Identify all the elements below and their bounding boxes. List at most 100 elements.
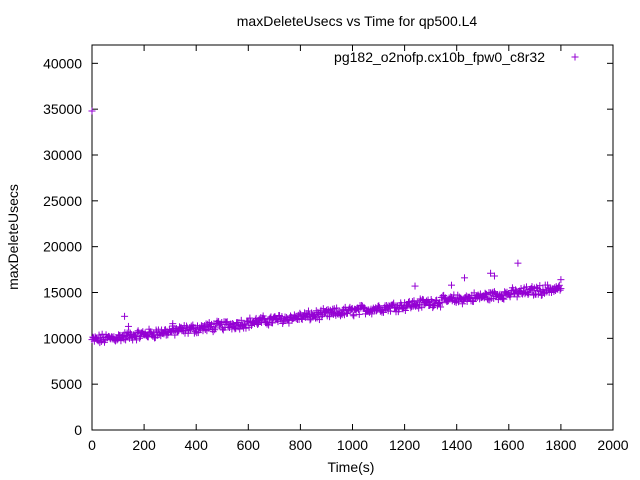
data-point [460, 297, 468, 305]
data-point [430, 301, 438, 309]
data-point [133, 336, 141, 344]
plot-area-frame [91, 44, 614, 431]
legend-label: pg182_o2nofp.cx10b_fpw0_c8r32 [334, 49, 545, 65]
data-point [375, 302, 383, 310]
data-point [177, 323, 185, 331]
data-point [251, 316, 259, 324]
data-point [349, 311, 357, 319]
data-point [114, 335, 122, 343]
data-point [130, 332, 138, 340]
data-point [201, 322, 209, 330]
data-point [517, 284, 525, 292]
data-point [333, 304, 341, 312]
data-point [310, 311, 318, 319]
data-point [326, 313, 334, 321]
data-point [201, 326, 209, 334]
data-point [184, 329, 192, 337]
data-point [328, 309, 336, 317]
data-point-outlier [88, 107, 96, 115]
data-point [113, 336, 121, 344]
y-tick-label: 0 [74, 422, 82, 438]
y-tick-label: 10000 [43, 330, 82, 346]
data-point [211, 326, 219, 334]
data-point [486, 296, 494, 304]
data-point [126, 329, 134, 337]
data-point [117, 337, 125, 345]
data-point-outlier [124, 322, 132, 330]
data-point [456, 294, 464, 302]
x-tick-label: 800 [289, 437, 313, 453]
data-point [387, 307, 395, 315]
data-point [536, 282, 544, 290]
data-point [120, 335, 128, 343]
data-point-outlier [487, 269, 495, 277]
x-tick-label: 1600 [493, 437, 524, 453]
y-tick-label: 40000 [43, 55, 82, 71]
data-point [557, 285, 565, 293]
data-point [355, 310, 363, 318]
data-point [194, 329, 202, 337]
data-point [252, 314, 260, 322]
data-point [174, 328, 182, 336]
data-point [524, 290, 532, 298]
x-tick-label: 1800 [545, 437, 576, 453]
data-point [246, 314, 254, 322]
legend-marker [571, 53, 579, 61]
y-axis: 0 5000 10000 15000 20000 25000 30000 35000 40000 [43, 55, 613, 438]
data-point-outlier [411, 282, 419, 290]
data-point [556, 286, 564, 294]
data-point [525, 289, 533, 297]
data-point [368, 310, 376, 318]
data-point [186, 325, 194, 333]
scatter-series [88, 107, 565, 347]
data-point [242, 324, 250, 332]
data-point [143, 332, 151, 340]
y-tick-label: 30000 [43, 147, 82, 163]
data-point [415, 304, 423, 312]
data-point [306, 316, 314, 324]
data-point [458, 300, 466, 308]
data-point [513, 293, 521, 301]
data-point [401, 307, 409, 315]
data-point [499, 294, 507, 302]
data-point [422, 297, 430, 305]
y-tick-label: 15000 [43, 285, 82, 301]
data-point [500, 295, 508, 303]
x-tick-label: 1000 [337, 437, 368, 453]
data-point-outlier [447, 281, 455, 289]
legend-marker-symbol [571, 53, 579, 61]
data-point [133, 328, 141, 336]
data-point [390, 299, 398, 307]
chart-title: maxDeleteUsecs vs Time for qp500.L4 [237, 13, 478, 29]
data-point [263, 320, 271, 328]
x-tick-label: 400 [185, 437, 209, 453]
data-point [374, 302, 382, 310]
data-point [98, 330, 106, 338]
y-tick-label: 35000 [43, 101, 82, 117]
data-point [240, 321, 248, 329]
data-point [229, 319, 237, 327]
x-tick-label: 1400 [441, 437, 472, 453]
data-point [237, 316, 245, 324]
data-point-outlier [490, 272, 498, 280]
data-point [97, 337, 105, 345]
y-tick-label: 25000 [43, 193, 82, 209]
x-tick-label: 600 [237, 437, 261, 453]
data-point [410, 297, 418, 305]
data-point-outlier [169, 320, 177, 328]
data-point [318, 313, 326, 321]
data-point [437, 303, 445, 311]
data-point-outlier [557, 276, 565, 284]
x-axis: 0 200 400 600 800 1000 1200 1400 1600 1800 2000 [88, 45, 629, 453]
data-point [350, 312, 358, 320]
data-point [435, 300, 443, 308]
y-axis-label: maxDeleteUsecs [5, 184, 21, 290]
y-tick-label: 5000 [51, 376, 82, 392]
x-axis-label: Time(s) [328, 459, 375, 475]
data-point [438, 299, 446, 307]
data-point [555, 281, 563, 289]
data-point [304, 312, 312, 320]
y-tick-label: 20000 [43, 239, 82, 255]
data-point [136, 334, 144, 342]
